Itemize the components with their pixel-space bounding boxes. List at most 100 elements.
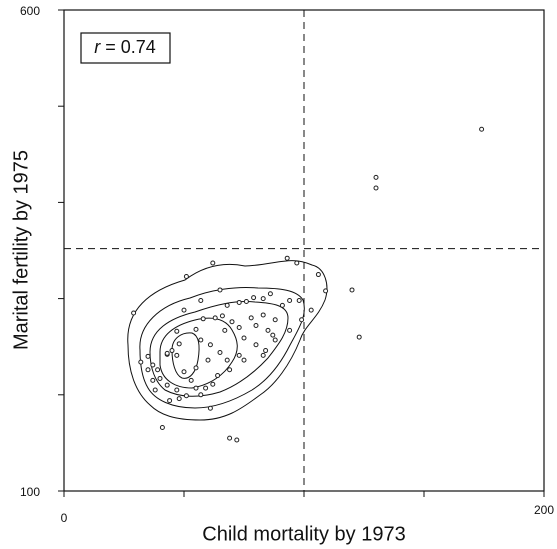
point <box>200 316 206 322</box>
point <box>236 324 242 330</box>
point <box>217 349 223 355</box>
point <box>263 348 269 354</box>
x-tick-label: 200 <box>534 503 554 517</box>
contour <box>139 287 305 409</box>
point <box>198 392 204 398</box>
contour <box>159 317 238 389</box>
point <box>174 328 180 334</box>
point <box>203 385 209 391</box>
point <box>243 298 249 304</box>
point <box>157 375 163 381</box>
point <box>260 352 266 358</box>
point <box>260 312 266 318</box>
point <box>356 334 362 340</box>
point <box>183 393 189 399</box>
point <box>287 327 293 333</box>
annotation-text: = 0.74 <box>105 37 156 57</box>
annotation-box <box>80 32 171 64</box>
point <box>210 381 216 387</box>
annotation: r = 0.74 <box>94 37 156 57</box>
x-tick-label: 0 <box>61 511 68 525</box>
point <box>155 367 161 373</box>
point <box>251 295 257 301</box>
point <box>210 260 216 266</box>
point <box>272 337 278 343</box>
point <box>145 353 151 359</box>
point <box>253 342 259 348</box>
point <box>248 315 254 321</box>
point <box>349 287 355 293</box>
point <box>236 299 242 305</box>
point <box>167 398 173 404</box>
point <box>267 291 273 297</box>
point <box>373 174 379 180</box>
point <box>207 342 213 348</box>
point <box>479 126 485 132</box>
contour <box>171 332 200 379</box>
point <box>236 352 242 358</box>
point <box>227 367 233 373</box>
point <box>279 302 285 308</box>
point <box>150 377 156 383</box>
point <box>373 185 379 191</box>
point <box>159 425 165 431</box>
x-axis-title: Child mortality by 1973 <box>202 523 405 545</box>
point <box>217 287 223 293</box>
point <box>299 317 305 323</box>
point <box>176 341 182 347</box>
point <box>308 307 314 313</box>
point <box>241 357 247 363</box>
point <box>222 327 228 333</box>
point <box>219 313 225 319</box>
point <box>152 387 158 393</box>
y-axis-title: Marital fertility by 1975 <box>10 150 32 350</box>
point <box>284 255 290 261</box>
point <box>169 348 175 354</box>
point <box>227 435 233 441</box>
contour <box>149 301 289 397</box>
point <box>224 302 230 308</box>
point <box>241 335 247 341</box>
point <box>174 387 180 393</box>
point <box>181 307 187 313</box>
point <box>198 337 204 343</box>
point <box>272 317 278 323</box>
point <box>164 350 170 356</box>
point <box>270 332 276 338</box>
point <box>215 373 221 379</box>
point <box>229 319 235 325</box>
point <box>183 273 189 279</box>
y-tick-label: 600 <box>20 4 40 18</box>
point <box>150 362 156 368</box>
point <box>265 327 271 333</box>
annotation-symbol: r <box>94 37 101 57</box>
point <box>207 405 213 411</box>
point <box>224 357 230 363</box>
point <box>174 352 180 358</box>
point <box>131 310 137 316</box>
point <box>315 272 321 278</box>
y-tick-label: 100 <box>20 485 40 499</box>
point <box>287 298 293 304</box>
point <box>260 296 266 302</box>
contour <box>127 260 328 421</box>
point <box>234 437 240 443</box>
point <box>294 260 300 266</box>
point <box>193 326 199 332</box>
point <box>198 298 204 304</box>
point <box>181 369 187 375</box>
point <box>176 396 182 402</box>
point <box>193 385 199 391</box>
point <box>188 377 194 383</box>
point <box>323 288 329 294</box>
point <box>212 315 218 321</box>
point <box>164 382 170 388</box>
point <box>296 298 302 304</box>
point <box>193 365 199 371</box>
point <box>253 323 259 329</box>
density-contours <box>127 260 328 421</box>
point <box>145 367 151 373</box>
point <box>205 357 211 363</box>
point <box>138 359 144 365</box>
